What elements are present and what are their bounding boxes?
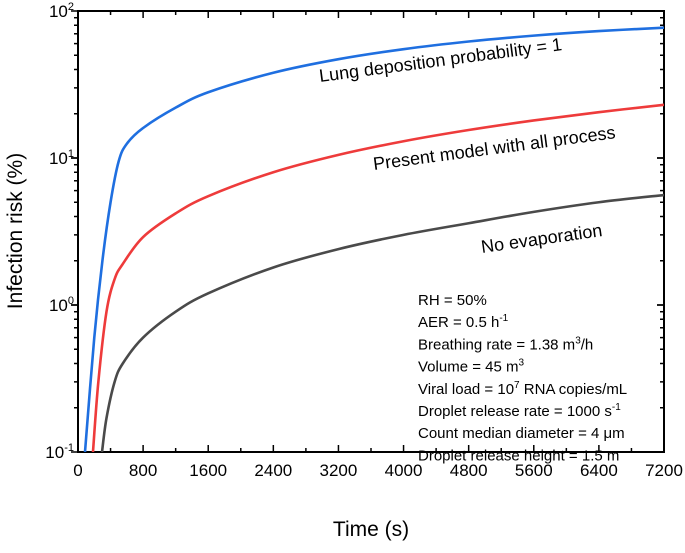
series-label: Lung deposition probability = 1	[318, 34, 563, 86]
labels: Lung deposition probability = 1 Present m…	[318, 34, 627, 464]
x-tick-label: 4800	[450, 461, 488, 480]
series-lines	[83, 26, 664, 452]
x-tick-label: 4000	[385, 461, 423, 480]
x-tick-label: 5600	[515, 461, 553, 480]
annotation-text: Droplet release height = 1.5 m	[418, 447, 619, 464]
x-tick-label: 3200	[320, 461, 358, 480]
x-tick-label: 2400	[254, 461, 292, 480]
x-tick-label: 7200	[645, 461, 683, 480]
x-tick-label: 0	[73, 461, 82, 480]
annotation-text: AER = 0.5 h-1	[418, 313, 509, 331]
y-tick-label: 10-1	[45, 442, 74, 462]
series-label: Present model with all process	[372, 122, 617, 174]
x-tick-label: 1600	[189, 461, 227, 480]
y-tick-label: 102	[49, 1, 74, 21]
annotation-text: Droplet release rate = 1000 s-1	[418, 402, 621, 420]
axes: 0 800 1600 2400 3200 4000 4800 5600 6400 7200 10-1…	[45, 1, 683, 480]
y-axis-label: Infection risk (%)	[4, 153, 27, 309]
annotation-text: Count median diameter = 4 μm	[418, 425, 625, 442]
y-tick-label: 101	[49, 148, 74, 168]
annotation-text: Volume = 45 m3	[418, 358, 524, 376]
x-axis-label: Time (s)	[333, 518, 409, 541]
series-line-1	[91, 103, 664, 452]
series-line-2	[100, 193, 664, 452]
y-tick-label: 100	[49, 295, 74, 315]
annotation-text: Viral load = 107 RNA copies/mL	[418, 380, 627, 398]
x-tick-label: 800	[129, 461, 157, 480]
annotation-text: RH = 50%	[418, 292, 487, 309]
annotation-text: Breathing rate = 1.38 m3/h	[418, 335, 593, 353]
x-tick-label: 6400	[580, 461, 618, 480]
series-line-0	[83, 26, 664, 452]
series-label: No evaporation	[480, 220, 604, 257]
